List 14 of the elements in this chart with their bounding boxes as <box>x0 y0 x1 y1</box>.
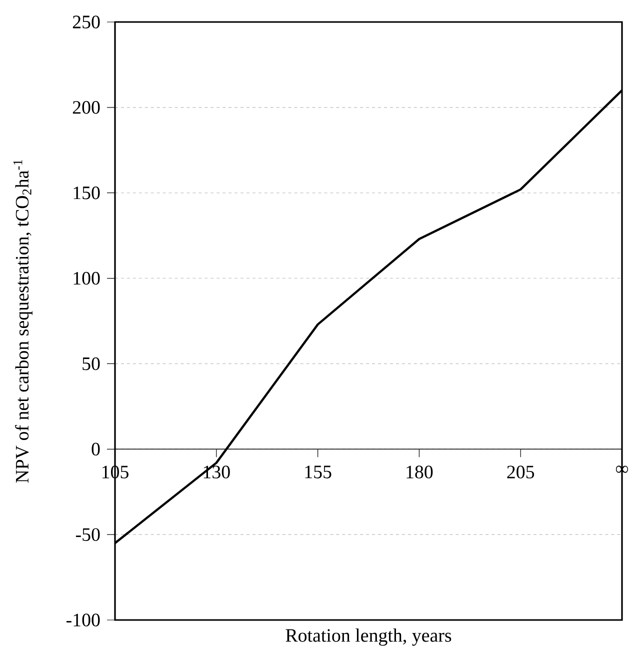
x-axis-title: Rotation length, years <box>286 628 452 646</box>
y-tick-label: 100 <box>74 272 100 285</box>
x-tick-label: 155 <box>305 466 332 478</box>
x-tick-label: 130 <box>204 466 230 478</box>
y-tick-label: 0 <box>92 442 100 456</box>
y-tick-label: -50 <box>76 528 100 541</box>
y-tick-label: 50 <box>82 357 100 370</box>
x-tick-label: 205 <box>507 466 534 478</box>
x-tick-label: 180 <box>406 466 433 478</box>
y-tick-label: 150 <box>74 186 100 200</box>
y-tick-label: 250 <box>72 16 100 28</box>
y-axis-title: NPV of net carbon sequestration, tCO$_{2}$ha$^{-1}$ <box>13 160 32 483</box>
y-tick-label: -100 <box>66 614 100 626</box>
y-tick-label: 200 <box>72 101 100 114</box>
